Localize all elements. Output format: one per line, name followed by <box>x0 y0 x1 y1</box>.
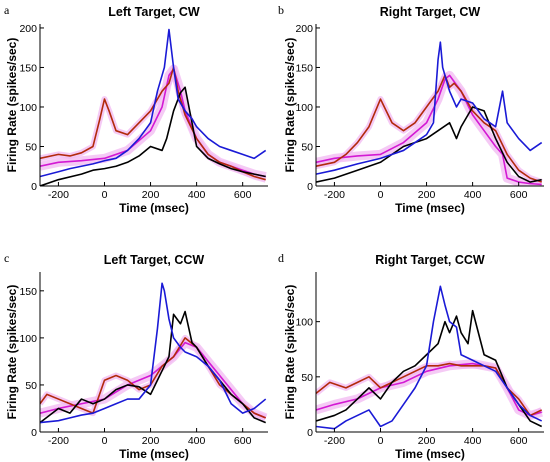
panel-label: a <box>4 3 10 17</box>
x-tick-label: -200 <box>324 189 345 201</box>
series-line-black <box>40 86 266 186</box>
y-tick-label: 100 <box>19 333 37 345</box>
y-tick-label: 0 <box>307 427 313 439</box>
x-tick-label: 0 <box>378 435 384 447</box>
x-tick-label: 0 <box>378 189 384 201</box>
y-tick-label: 0 <box>31 181 37 193</box>
panel-a: a Left Target, CW -200 0 200 400 600 0 50 100 150 2… <box>4 3 268 215</box>
series-line-blue <box>40 282 267 424</box>
x-tick-label: 600 <box>234 189 252 201</box>
x-tick-label: 400 <box>188 435 206 447</box>
x-tick-label: -200 <box>324 435 345 447</box>
panel-label: c <box>4 251 9 265</box>
x-tick-label: 400 <box>464 189 482 201</box>
y-tick-label: 200 <box>295 23 313 35</box>
chart-title: Right Target, CCW <box>375 253 485 267</box>
plot-area <box>40 28 267 186</box>
x-tick-label: 0 <box>102 435 108 447</box>
error-band-magenta <box>40 64 267 181</box>
chart-title: Left Target, CW <box>108 5 200 19</box>
x-tick-label: 600 <box>510 435 528 447</box>
y-tick-label: 150 <box>19 286 37 298</box>
series-line-black <box>316 106 542 183</box>
panel-c: c Left Target, CCW -200 0 200 400 600 0 50 100 150… <box>4 251 268 461</box>
y-tick-label: 50 <box>25 141 37 153</box>
x-tick-label: 200 <box>142 435 160 447</box>
y-axis-label: Firing Rate (spikes/sec) <box>5 38 19 173</box>
series-line-magenta <box>40 341 266 419</box>
series-line-red <box>40 66 266 181</box>
y-tick-label: 50 <box>301 141 313 153</box>
x-axis-label: Time (msec) <box>395 447 465 461</box>
x-tick-label: 400 <box>464 435 482 447</box>
series-line-black <box>316 309 543 428</box>
chart-title: Left Target, CCW <box>104 253 205 267</box>
y-tick-label: 150 <box>295 62 313 74</box>
x-axis-label: Time (msec) <box>119 447 189 461</box>
x-axis-label: Time (msec) <box>119 201 189 215</box>
plot-area <box>316 41 543 186</box>
series-line-magenta <box>316 74 542 186</box>
x-tick-label: 600 <box>234 435 252 447</box>
chart-title: Right Target, CW <box>380 5 481 19</box>
x-tick-label: -200 <box>48 435 69 447</box>
x-tick-label: 200 <box>418 189 436 201</box>
x-tick-label: 0 <box>102 189 108 201</box>
series-line-blue <box>316 41 543 175</box>
y-axis-label: Firing Rate (spikes/sec) <box>283 38 297 173</box>
panel-label: b <box>278 3 284 17</box>
x-axis-label: Time (msec) <box>395 201 465 215</box>
x-tick-label: 200 <box>142 189 160 201</box>
panel-d: d Right Target, CCW -200 0 200 400 600 0 50 100 Ti… <box>278 251 544 461</box>
y-tick-label: 100 <box>19 102 37 114</box>
series-line-red <box>316 74 542 183</box>
y-tick-label: 0 <box>31 427 37 439</box>
y-tick-label: 150 <box>19 62 37 74</box>
plot-area <box>316 285 543 430</box>
y-tick-label: 200 <box>19 23 37 35</box>
y-axis-label: Firing Rate (spikes/sec) <box>283 285 297 420</box>
x-tick-label: -200 <box>48 189 69 201</box>
series-line-black <box>40 310 266 424</box>
y-tick-label: 50 <box>25 380 37 392</box>
panel-label: d <box>278 251 284 265</box>
y-tick-label: 100 <box>295 102 313 114</box>
y-tick-label: 100 <box>295 317 313 329</box>
plot-area <box>40 282 268 424</box>
y-tick-label: 0 <box>307 181 313 193</box>
series-line-blue <box>316 285 543 430</box>
x-tick-label: 600 <box>510 189 528 201</box>
y-tick-label: 50 <box>301 372 313 384</box>
y-axis-label: Firing Rate (spikes/sec) <box>5 285 19 420</box>
x-tick-label: 200 <box>418 435 436 447</box>
panel-b: b Right Target, CW -200 0 200 400 600 0 50 100 150… <box>278 3 544 215</box>
series-line-blue <box>40 28 267 178</box>
x-tick-label: 400 <box>188 189 206 201</box>
